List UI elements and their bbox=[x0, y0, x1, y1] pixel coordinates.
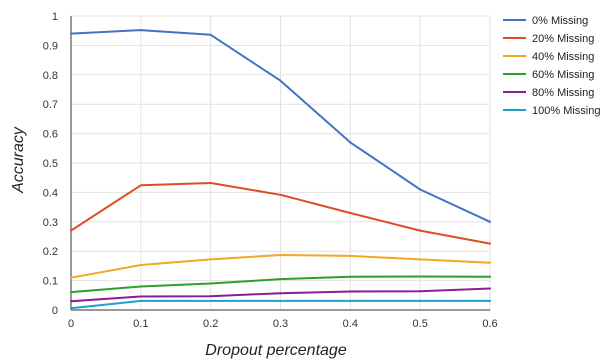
data-point bbox=[209, 33, 212, 36]
legend-item: 60% Missing bbox=[503, 69, 594, 81]
x-tick-label: 0.3 bbox=[273, 318, 288, 330]
y-tick-label: 0.1 bbox=[43, 276, 58, 288]
data-point bbox=[489, 242, 491, 245]
x-tick-label: 0.4 bbox=[343, 318, 358, 330]
data-point bbox=[279, 292, 282, 295]
data-point bbox=[419, 188, 422, 191]
data-point bbox=[349, 290, 352, 293]
legend-label: 100% Missing bbox=[532, 105, 600, 117]
data-point bbox=[419, 258, 422, 261]
data-point bbox=[419, 299, 422, 302]
y-tick-label: 0 bbox=[52, 305, 58, 317]
legend-item: 0% Missing bbox=[503, 15, 588, 27]
data-point bbox=[139, 184, 142, 187]
y-tick-label: 0.4 bbox=[43, 187, 58, 199]
y-tick-label: 0.9 bbox=[43, 40, 58, 52]
legend: 0% Missing 20% Missing 40% Missing 60% Miss… bbox=[503, 15, 600, 117]
y-tick-label: 1 bbox=[52, 11, 58, 23]
data-point bbox=[139, 295, 142, 298]
x-tick-label: 0.2 bbox=[203, 318, 218, 330]
plot-series bbox=[70, 29, 491, 310]
data-point bbox=[139, 29, 142, 32]
legend-item: 40% Missing bbox=[503, 51, 594, 63]
y-tick-label: 0.2 bbox=[43, 246, 58, 258]
data-point bbox=[279, 278, 282, 281]
data-point bbox=[349, 211, 352, 214]
data-point bbox=[349, 254, 352, 257]
data-point bbox=[70, 307, 72, 310]
legend-item: 100% Missing bbox=[503, 105, 600, 117]
y-axis-title: Accuracy bbox=[10, 126, 27, 194]
data-point bbox=[489, 287, 491, 290]
y-tick-label: 0.3 bbox=[43, 217, 58, 229]
legend-label: 60% Missing bbox=[532, 69, 594, 81]
data-point bbox=[489, 299, 491, 302]
axes: 0 0.1 0.2 0.3 0.4 0.5 0.6 0.7 0.8 0.9 1 0 0.1 0.2 0.3 0… bbox=[43, 11, 498, 330]
data-point bbox=[349, 141, 352, 144]
data-point bbox=[209, 258, 212, 261]
data-point bbox=[279, 299, 282, 302]
data-point bbox=[489, 261, 491, 264]
data-point bbox=[279, 193, 282, 196]
data-point bbox=[209, 282, 212, 285]
x-tick-label: 0 bbox=[68, 318, 74, 330]
data-point bbox=[70, 291, 72, 294]
legend-item: 20% Missing bbox=[503, 33, 594, 45]
data-point bbox=[419, 275, 422, 278]
data-point bbox=[139, 264, 142, 267]
gridlines bbox=[71, 15, 491, 310]
x-axis-title: Dropout percentage bbox=[205, 342, 347, 359]
y-tick-label: 0.5 bbox=[43, 158, 58, 170]
data-point bbox=[70, 229, 72, 232]
x-tick-label: 0.6 bbox=[482, 318, 497, 330]
data-point bbox=[139, 299, 142, 302]
legend-label: 0% Missing bbox=[532, 15, 588, 27]
x-tick-label: 0.1 bbox=[133, 318, 148, 330]
data-point bbox=[489, 220, 491, 223]
x-tick-label: 0.5 bbox=[413, 318, 428, 330]
data-point bbox=[419, 290, 422, 293]
data-point bbox=[279, 254, 282, 257]
legend-label: 40% Missing bbox=[532, 51, 594, 63]
data-point bbox=[209, 295, 212, 298]
data-point bbox=[349, 275, 352, 278]
data-point bbox=[279, 79, 282, 82]
y-tick-label: 0.7 bbox=[43, 99, 58, 111]
data-point bbox=[70, 300, 72, 303]
legend-item: 80% Missing bbox=[503, 87, 594, 99]
data-point bbox=[209, 181, 212, 184]
data-point bbox=[139, 285, 142, 288]
y-tick-label: 0.6 bbox=[43, 129, 58, 141]
legend-label: 20% Missing bbox=[532, 33, 594, 45]
data-point bbox=[489, 275, 491, 278]
y-tick-label: 0.8 bbox=[43, 70, 58, 82]
data-point bbox=[209, 299, 212, 302]
data-point bbox=[419, 229, 422, 232]
data-point bbox=[70, 276, 72, 279]
data-point bbox=[349, 299, 352, 302]
data-point bbox=[70, 32, 72, 35]
legend-label: 80% Missing bbox=[532, 87, 594, 99]
